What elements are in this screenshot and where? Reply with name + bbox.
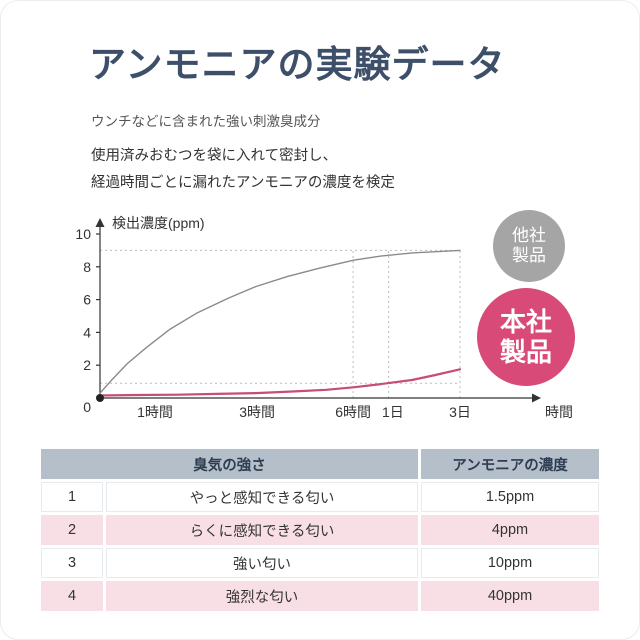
- table-cell-num: 4: [41, 581, 103, 612]
- table-cell-num: 1: [41, 482, 103, 513]
- svg-text:1日: 1日: [382, 404, 404, 420]
- svg-text:3日: 3日: [449, 404, 471, 420]
- svg-text:1時間: 1時間: [137, 404, 173, 420]
- title-highlight: アンモニア: [85, 44, 286, 92]
- table-header-odor: 臭気の強さ: [41, 449, 418, 480]
- table-cell-odor: 強烈な匂い: [106, 581, 418, 612]
- subtitle: ウンチなどに含まれた強い刺激臭成分: [91, 113, 321, 129]
- odor-scale-table: 臭気の強さ アンモニアの濃度 1 やっと感知できる匂い 1.5ppm 2 らくに…: [41, 449, 599, 612]
- description-line1: 使用済みおむつを袋に入れて密封し、: [91, 147, 338, 164]
- table-cell-ppm: 10ppm: [421, 548, 599, 579]
- page-title: アンモニアの実験データ: [85, 44, 639, 92]
- ammonia-line-chart: 0 2 4 6 8 10 1時間 3時間 6時間 1日 3日 時間 検出濃度(ppm) 他社 製品 本社…: [30, 202, 610, 439]
- svg-text:8: 8: [83, 259, 91, 275]
- svg-text:6時間: 6時間: [335, 404, 371, 420]
- chart-canvas: 0 2 4 6 8 10 1時間 3時間 6時間 1日 3日 時間 検出濃度(ppm): [75, 215, 573, 420]
- svg-text:3時間: 3時間: [239, 404, 275, 420]
- svg-text:2: 2: [83, 358, 91, 374]
- our-label-line1: 本社: [499, 306, 552, 337]
- description: 使用済みおむつを袋に入れて密封し、経過時間ごとに漏れたアンモニアの濃度を検定: [91, 143, 639, 197]
- title-rest: の実験データ: [277, 44, 506, 85]
- table-cell-odor: 強い匂い: [106, 548, 418, 579]
- table-cell-num: 3: [41, 548, 103, 579]
- table-header-concentration: アンモニアの濃度: [421, 449, 599, 480]
- table-cell-odor: らくに感知できる匂い: [106, 515, 418, 546]
- our-label-line2: 製品: [499, 337, 552, 368]
- table-cell-ppm: 1.5ppm: [421, 482, 599, 513]
- competitor-label-line1: 他社: [512, 226, 546, 246]
- svg-text:10: 10: [75, 226, 91, 242]
- table-cell-ppm: 40ppm: [421, 581, 599, 612]
- svg-text:時間: 時間: [545, 404, 573, 420]
- table-cell-ppm: 4ppm: [421, 515, 599, 546]
- svg-text:4: 4: [83, 325, 91, 341]
- competitor-label-line2: 製品: [512, 246, 546, 266]
- description-line2: 経過時間ごとに漏れたアンモニアの濃度を検定: [91, 174, 395, 191]
- svg-text:6: 6: [83, 292, 91, 308]
- competitor-product-label: 他社 製品: [493, 210, 565, 283]
- svg-text:検出濃度(ppm): 検出濃度(ppm): [112, 215, 205, 231]
- our-product-label: 本社 製品: [477, 288, 575, 387]
- table-cell-num: 2: [41, 515, 103, 546]
- svg-text:0: 0: [83, 399, 91, 415]
- table-cell-odor: やっと感知できる匂い: [106, 482, 418, 513]
